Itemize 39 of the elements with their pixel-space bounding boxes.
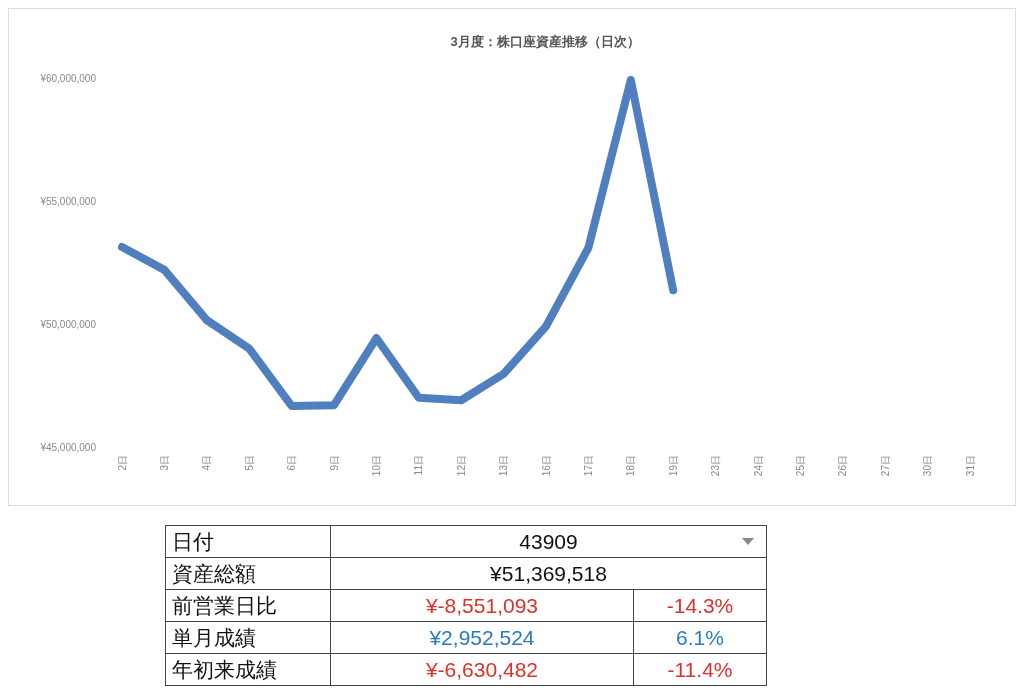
x-tick-label: 6日 [286,455,298,471]
text: ¥-6,630,482 [330,653,634,686]
x-tick-label: 13日 [498,455,510,477]
x-tick-label: 31日 [964,455,976,477]
x-tick-label: 30日 [922,455,934,477]
x-tick-label: 25日 [794,455,806,477]
text: 資産総額 [165,557,331,590]
y-tick-label: ¥50,000,000 [39,318,97,330]
x-tick-label: 27日 [879,455,891,477]
y-tick-label: ¥60,000,000 [39,72,97,84]
x-tick-label: 2日 [116,455,128,471]
x-tick-label: 26日 [837,455,849,477]
x-tick-label: 10日 [370,455,382,477]
text: 日付 [165,525,331,558]
y-tick-label: ¥55,000,000 [39,195,97,207]
x-tick-label: 4日 [201,455,213,471]
text: 前営業日比 [165,589,331,622]
text: 43909 [330,525,767,558]
chart-title: 3月度：株口座資産推移（日次） [450,34,640,49]
x-tick-label: 19日 [667,455,679,477]
text: -11.4% [633,653,767,686]
x-tick-label: 23日 [710,455,722,477]
text: ¥2,952,524 [330,621,634,654]
text: ¥-8,551,093 [330,589,634,622]
x-tick-label: 11日 [413,455,425,476]
text: ¥51,369,518 [330,557,767,590]
text: 6.1% [633,621,767,654]
x-tick-label: 3日 [158,455,170,471]
x-tick-label: 17日 [582,455,594,477]
text: -14.3% [633,589,767,622]
x-tick-label: 24日 [752,455,764,477]
text: 年初来成績 [165,653,331,686]
text: 単月成績 [165,621,331,654]
x-tick-label: 16日 [540,455,552,477]
y-tick-label: ¥45,000,000 [39,441,97,453]
x-tick-label: 18日 [625,455,637,477]
x-tick-label: 9日 [328,455,340,471]
x-tick-label: 5日 [243,455,255,471]
x-tick-label: 12日 [455,455,467,477]
